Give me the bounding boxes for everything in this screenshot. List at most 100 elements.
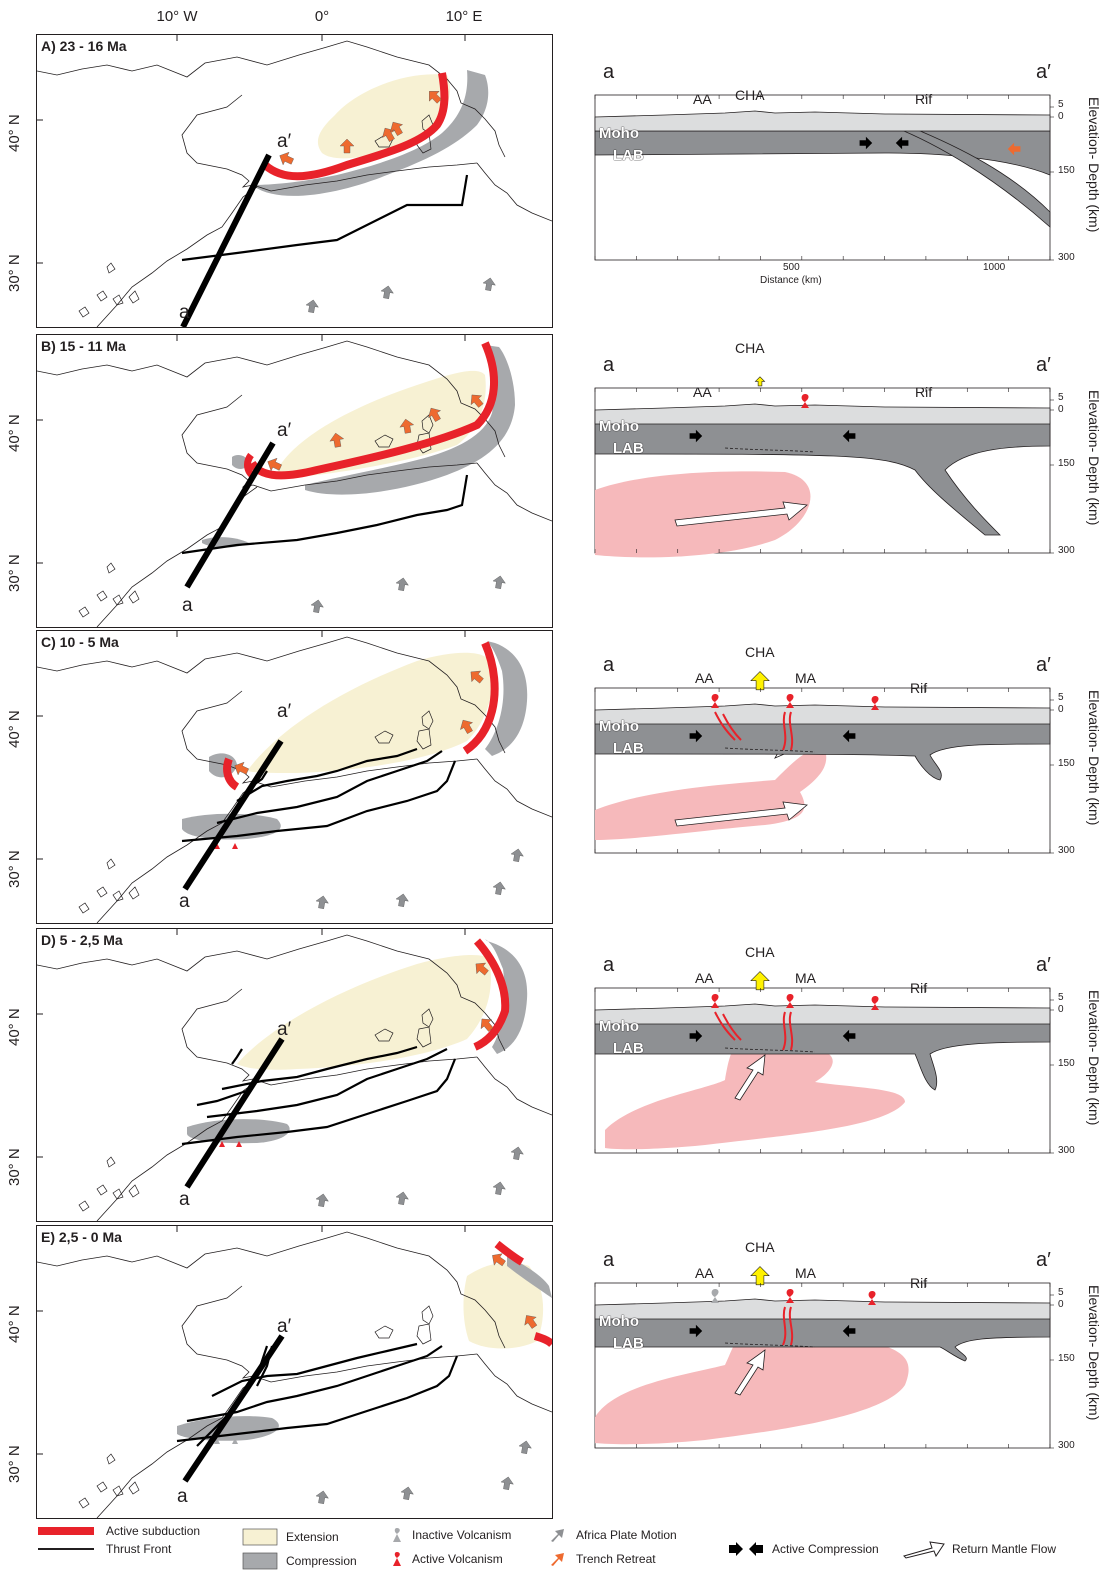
legend-extension-label: Extension: [286, 1530, 339, 1544]
lat-tick-40n: 40° N: [6, 710, 23, 748]
cross-section-a: a a′ Moho LAB AA CHA Rif 5 0 150 300 Elevation- Dep…: [585, 55, 1105, 347]
subduction-zone: [248, 341, 498, 480]
coastline-south: [476, 1056, 552, 1116]
lab-label: LAB: [613, 1335, 644, 1352]
compression-arrow-icon: [859, 136, 873, 150]
volcano-icon: [801, 402, 809, 408]
lab-label: LAB: [613, 440, 644, 457]
section-a-prime-label: a′: [1036, 1249, 1051, 1271]
island: [374, 1028, 394, 1042]
coastline-south: [476, 1353, 552, 1413]
island: [374, 434, 394, 448]
thrust-line-icon: [38, 1548, 94, 1550]
depth-tick-label: 5: [1058, 992, 1064, 1003]
magma-dike: [788, 1011, 794, 1051]
legend-africa-plate-motion: Africa Plate Motion: [548, 1526, 677, 1544]
volcano-icon: [711, 702, 719, 708]
legend-trench-retreat: Trench Retreat: [548, 1550, 656, 1568]
distance-tick-label: 500: [783, 262, 800, 273]
compression-arrow-icon: [842, 1029, 856, 1043]
africa-motion-arrow-icon: [305, 299, 319, 314]
lab-label: LAB: [613, 740, 644, 757]
depth-tick-label: 0: [1058, 704, 1064, 715]
volcano-icon: [214, 843, 220, 849]
lat-tick-40n: 40° N: [6, 114, 23, 152]
legend-extension: Extension: [242, 1528, 339, 1546]
island: [374, 730, 394, 744]
magma-dike: [788, 711, 794, 751]
africa-motion-arrow-icon: [315, 1490, 329, 1505]
trench-retreat-arrow-icon: [492, 1253, 506, 1267]
gray-arrow-icon: [551, 1529, 564, 1542]
island: [112, 1485, 124, 1497]
island: [112, 294, 124, 306]
thrust-front: [216, 750, 443, 825]
legend-return-mantle-flow-label: Return Mantle Flow: [952, 1542, 1057, 1556]
distance-tick-label: 1000: [983, 262, 1006, 273]
lat-tick-30n: 30° N: [6, 254, 23, 292]
cross-section-e: a a′ Moho LAB AA CHA MA Rif 5 0 150 300 Elevation- D…: [585, 1239, 1105, 1535]
trench-retreat-arrow-icon: [428, 407, 442, 422]
lab-label: LAB: [613, 147, 644, 164]
section-feature-label: CHA: [745, 1239, 775, 1255]
mantle-flow-zone: [595, 471, 811, 558]
cross-section-d: a a′ Moho LAB AA CHA MA Rif 5 0 150 300 Elevation- D…: [585, 944, 1105, 1240]
island: [96, 1481, 108, 1493]
section-svg: [594, 94, 1054, 261]
compression-zone: [177, 1416, 279, 1441]
map-panel-e: E) 2,5 - 0 Ma a a′: [36, 1225, 553, 1519]
section-a-prime-label: a′: [1036, 654, 1051, 676]
legend-active-compression-label: Active Compression: [772, 1542, 879, 1556]
lithosphere-band: [594, 1316, 1051, 1362]
compression-swatch-icon: [242, 1552, 278, 1570]
section-end-a-prime: a′: [277, 1019, 292, 1040]
trench-retreat-arrow-icon: [524, 1315, 538, 1329]
panel-label: D) 5 - 2,5 Ma: [41, 932, 123, 948]
magma-dike: [714, 1011, 736, 1041]
section-end-a-prime: a′: [277, 701, 292, 722]
depth-axis-label: Elevation- Depth (km): [1086, 690, 1102, 826]
legend-compression-label: Compression: [286, 1554, 357, 1568]
island: [416, 1026, 432, 1048]
island: [128, 886, 140, 900]
depth-tick-label: 0: [1058, 1299, 1064, 1310]
compression-arrow-icon: [689, 429, 703, 443]
depth-tick-label: 5: [1058, 99, 1064, 110]
uplift-arrow-icon: [750, 971, 770, 991]
moho-label: Moho: [599, 1018, 639, 1035]
trench-retreat-arrow-icon: [480, 1018, 494, 1032]
depth-axis-label: Elevation- Depth (km): [1086, 390, 1102, 526]
island: [112, 594, 124, 606]
island: [128, 290, 140, 304]
africa-motion-arrow-icon: [380, 285, 394, 300]
legend-thrust-front: Thrust Front: [38, 1542, 171, 1556]
legend-trench-retreat-label: Trench Retreat: [576, 1552, 656, 1566]
depth-tick-label: 300: [1058, 1440, 1075, 1451]
subduction-swatch-icon: [38, 1527, 94, 1535]
lithosphere-band: [594, 421, 1051, 536]
coastline: [37, 40, 506, 327]
lat-tick-30n: 30° N: [6, 850, 23, 888]
island: [106, 1453, 116, 1465]
section-feature-label: MA: [795, 1265, 816, 1281]
map-svg: [37, 1226, 552, 1518]
section-a-label: a: [603, 1249, 615, 1271]
island: [416, 728, 432, 750]
lon-tick-10w: 10° W: [156, 8, 198, 25]
africa-motion-arrow-icon: [510, 1146, 524, 1161]
volcano-icon: [868, 1299, 876, 1305]
depth-tick-label: 150: [1058, 1353, 1075, 1364]
trench-retreat-arrow-icon: [399, 418, 415, 434]
crust-band: [594, 1003, 1051, 1025]
trench-retreat-arrow-icon: [339, 138, 355, 154]
section-svg: [594, 971, 1054, 1154]
island: [106, 858, 116, 870]
island: [106, 562, 116, 574]
section-a-prime-label: a′: [1036, 954, 1051, 976]
volcano-icon: [232, 843, 238, 849]
lab-gap: [724, 447, 816, 453]
black-arrows-icon: [729, 1542, 763, 1556]
volcano-icon: [786, 1002, 794, 1008]
section-feature-label: Rif: [910, 680, 928, 696]
section-end-a: a: [182, 595, 193, 616]
